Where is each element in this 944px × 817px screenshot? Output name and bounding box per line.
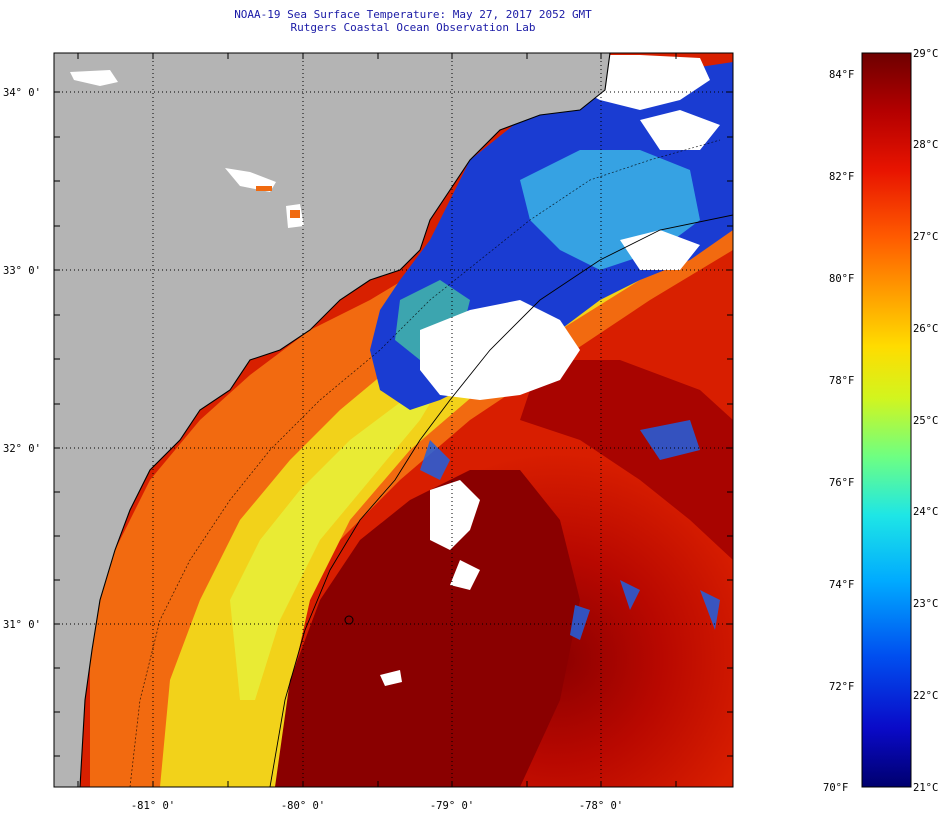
lon-label-79: -79° 0' bbox=[430, 800, 474, 812]
cold-eddies bbox=[420, 420, 720, 640]
colorbar-f-76: 76°F bbox=[829, 477, 854, 489]
isobath-offshore bbox=[269, 214, 733, 787]
colorbar-f-78: 78°F bbox=[829, 375, 854, 387]
land-mass bbox=[54, 53, 610, 787]
lon-label-81: -81° 0' bbox=[131, 800, 175, 812]
cloud-2 bbox=[420, 300, 580, 400]
lat-label-32: 32° 0' bbox=[3, 443, 41, 455]
colorbar-f-70: 70°F bbox=[823, 782, 848, 794]
map-title: NOAA-19 Sea Surface Temperature: May 27,… bbox=[234, 8, 592, 21]
map-frame bbox=[53, 52, 734, 788]
colorbar-c-25: 25°C bbox=[913, 415, 938, 427]
colorbar-f-82: 82°F bbox=[829, 171, 854, 183]
colorbar-f-80: 80°F bbox=[829, 273, 854, 285]
lat-label-33: 33° 0' bbox=[3, 265, 41, 277]
colorbar-c-21: 21°C bbox=[913, 782, 938, 794]
colorbar-c-23: 23°C bbox=[913, 598, 938, 610]
colorbar-c-27: 27°C bbox=[913, 231, 938, 243]
map-title-block: NOAA-19 Sea Surface Temperature: May 27,… bbox=[0, 8, 826, 34]
colorbar-c-29: 29°C bbox=[913, 48, 938, 60]
colorbar-c-22: 22°C bbox=[913, 690, 938, 702]
axis-ticks bbox=[54, 53, 733, 787]
colorbar-c-28: 28°C bbox=[913, 139, 938, 151]
northern-warm-pool bbox=[520, 360, 733, 560]
lon-label-78: -78° 0' bbox=[579, 800, 623, 812]
dark-warm-pool bbox=[275, 470, 580, 787]
colorbar bbox=[861, 52, 912, 788]
isobath-shelf bbox=[129, 139, 721, 787]
colorbar-c-24: 24°C bbox=[913, 506, 938, 518]
map-subtitle: Rutgers Coastal Ocean Observation Lab bbox=[290, 21, 536, 34]
coastline bbox=[79, 53, 611, 787]
lat-label-31: 31° 0' bbox=[3, 619, 41, 631]
lat-label-34: 34° 0' bbox=[3, 87, 41, 99]
inland-warm-specks bbox=[256, 186, 300, 218]
lon-label-80: -80° 0' bbox=[281, 800, 325, 812]
colorbar-c-26: 26°C bbox=[913, 323, 938, 335]
cloud-3 bbox=[380, 110, 720, 686]
colorbar-f-72: 72°F bbox=[829, 681, 854, 693]
colorbar-f-74: 74°F bbox=[829, 579, 854, 591]
colorbar-f-84: 84°F bbox=[829, 69, 854, 81]
sst-image bbox=[54, 53, 733, 787]
station-marker bbox=[344, 615, 354, 625]
